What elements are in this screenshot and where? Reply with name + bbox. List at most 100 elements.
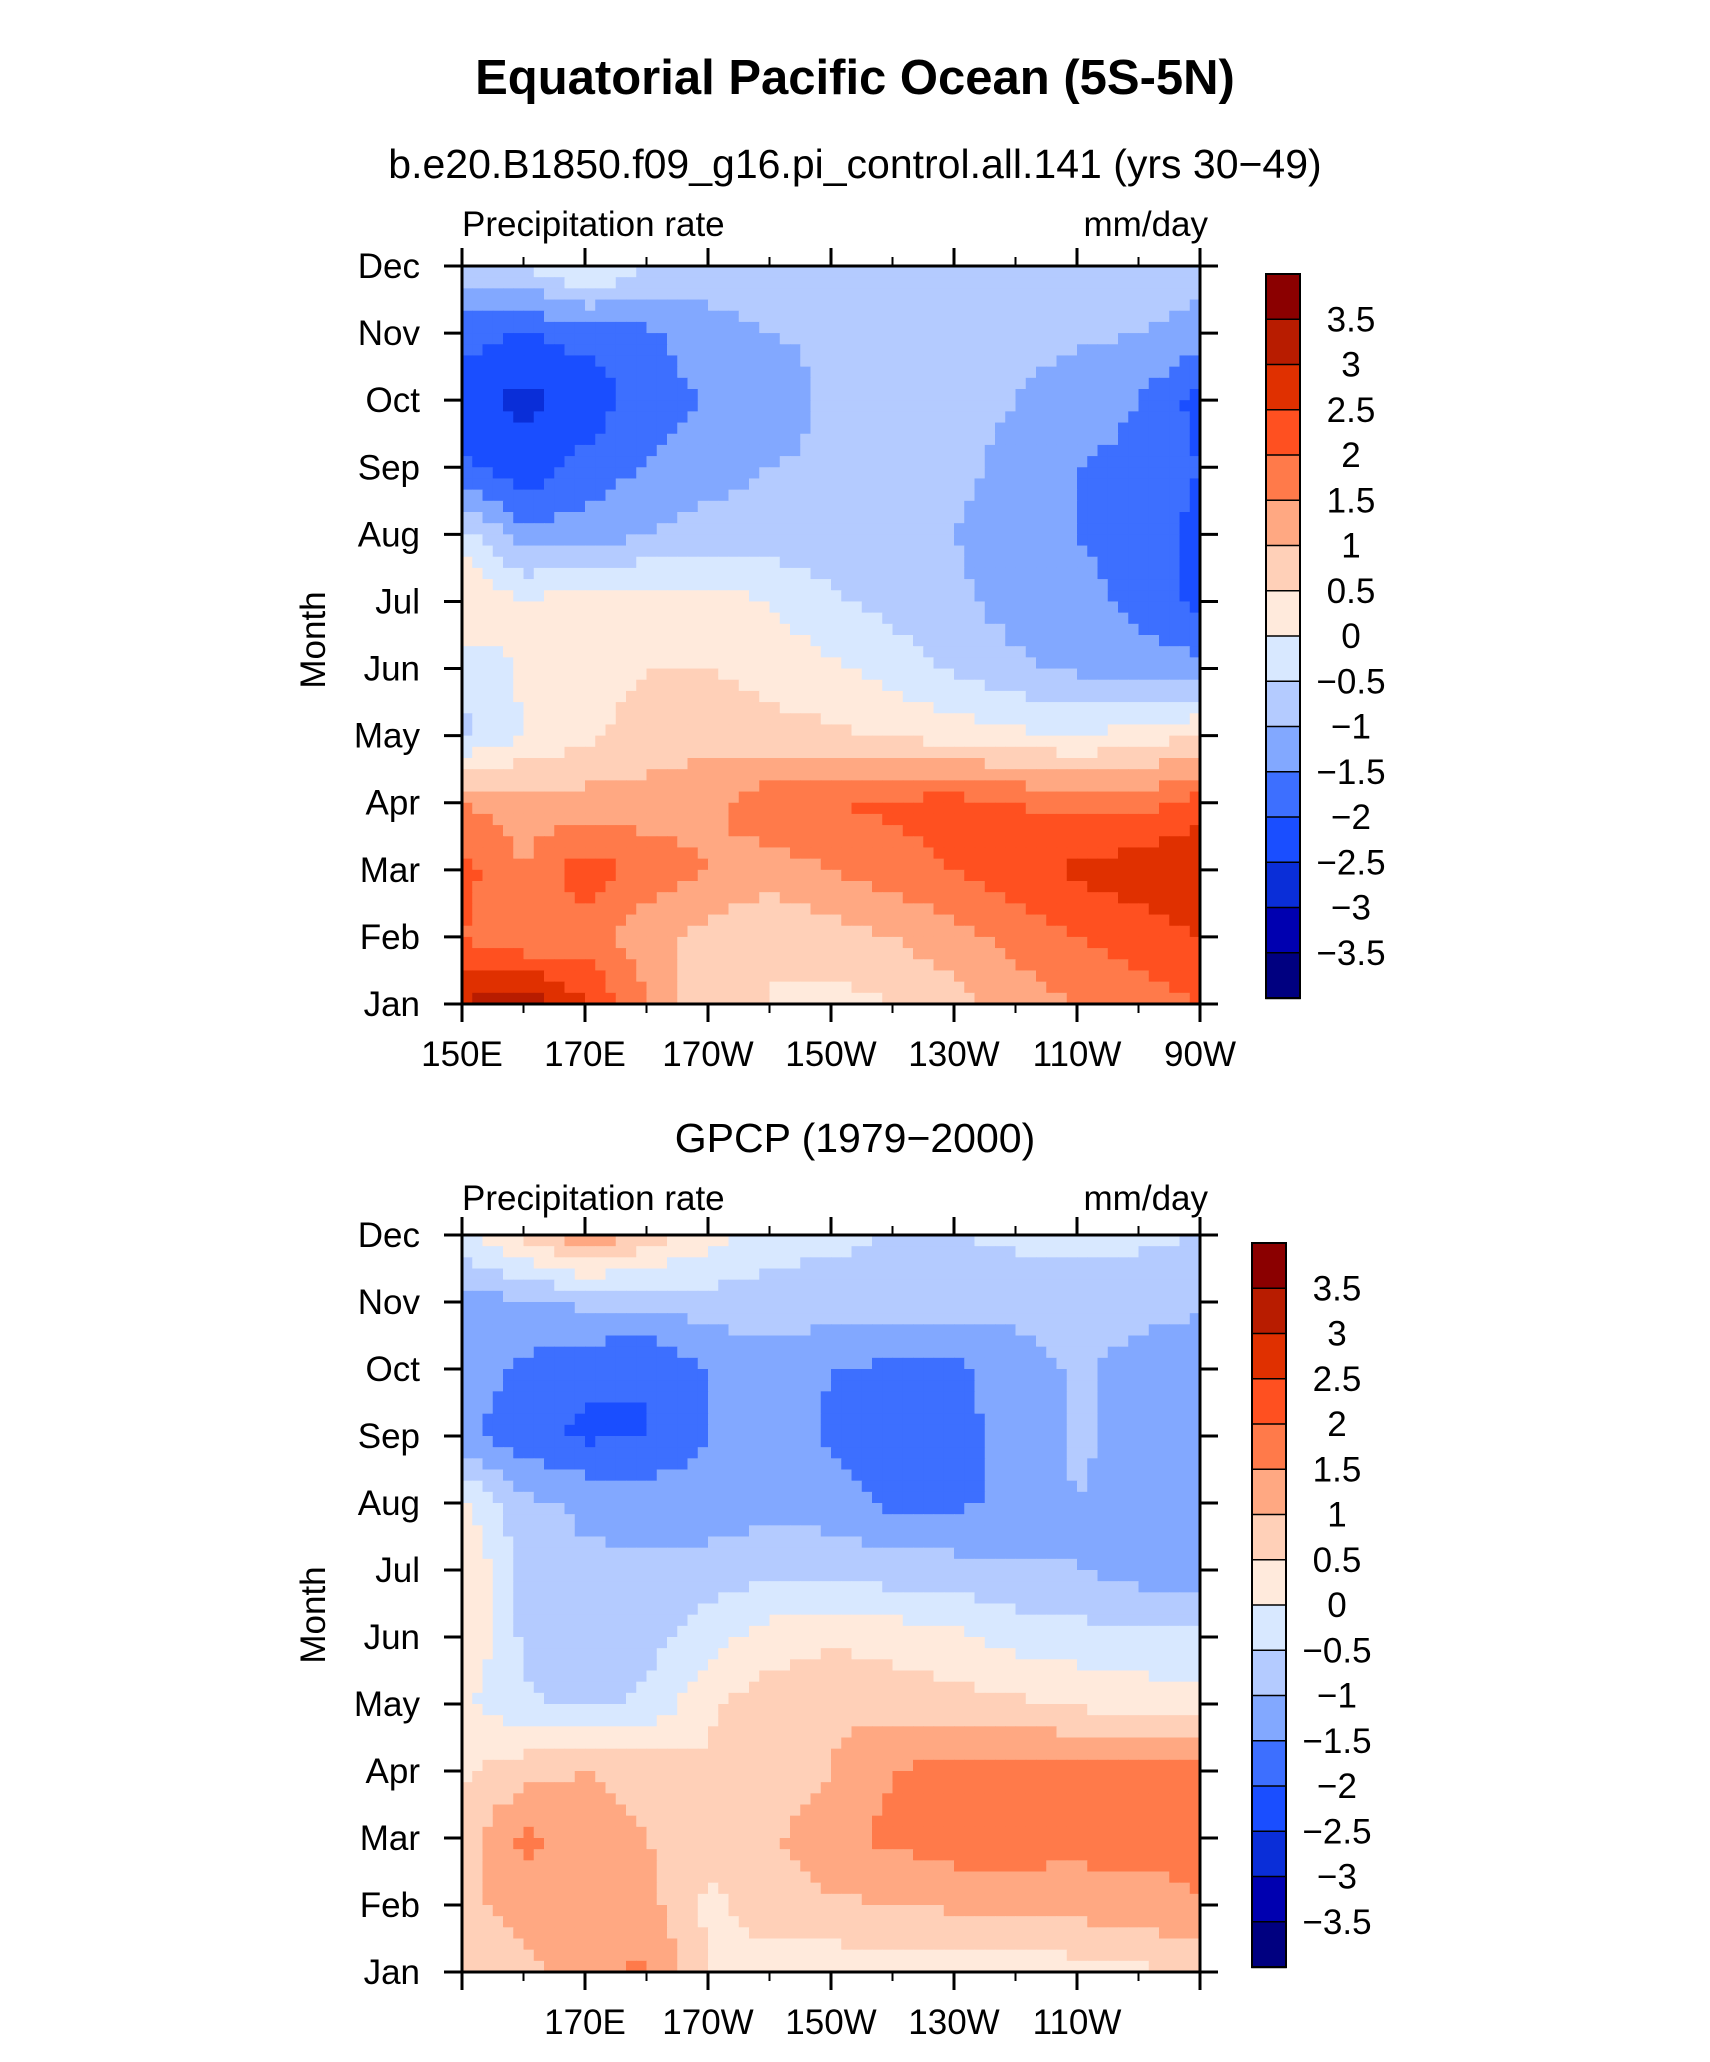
heatmap-cell — [636, 948, 648, 960]
heatmap-cell — [636, 724, 648, 737]
y-tick-label: Jul — [375, 582, 420, 621]
heatmap-cell — [523, 802, 535, 815]
heatmap-cell — [913, 724, 924, 737]
heatmap-cell — [790, 825, 801, 837]
heatmap-cell — [882, 333, 894, 345]
heatmap-cell — [851, 277, 863, 289]
heatmap-cell — [646, 925, 658, 938]
heatmap-cell — [462, 377, 473, 390]
heatmap-cell — [1087, 802, 1099, 815]
heatmap-cell — [1087, 277, 1099, 289]
heatmap-cell — [687, 489, 699, 502]
heatmap-cell — [964, 556, 976, 569]
heatmap-cell — [872, 825, 883, 837]
heatmap-cell — [646, 970, 658, 983]
heatmap-cell — [533, 377, 545, 390]
heatmap-cell — [1169, 813, 1181, 826]
heatmap-cell — [1097, 992, 1109, 1005]
heatmap-cell — [574, 612, 586, 625]
heatmap-cell — [1128, 679, 1140, 692]
heatmap-cell — [1138, 836, 1150, 849]
heatmap-cell — [718, 299, 730, 312]
heatmap-cell — [1015, 825, 1027, 837]
heatmap-cell — [984, 646, 996, 658]
heatmap-cell — [462, 523, 473, 535]
heatmap-cell — [810, 567, 822, 580]
heatmap-cell — [656, 903, 668, 916]
heatmap-cell — [861, 892, 873, 904]
heatmap-cell — [882, 1235, 894, 1247]
heatmap-cell — [728, 299, 740, 312]
heatmap-cell — [1118, 489, 1129, 502]
heatmap-cell — [1118, 646, 1129, 658]
heatmap-cell — [687, 668, 699, 681]
panel-model-left-label: Precipitation rate — [462, 205, 725, 244]
heatmap-cell — [667, 333, 678, 345]
heatmap-cell — [1169, 444, 1181, 457]
heatmap-cell — [492, 858, 504, 871]
heatmap-cell — [718, 981, 730, 994]
heatmap-cell — [636, 523, 648, 535]
heatmap-cell — [831, 847, 842, 860]
heatmap-cell — [1159, 992, 1170, 1005]
heatmap-cell — [687, 534, 699, 547]
heatmap-cell — [943, 914, 955, 927]
heatmap-cell — [800, 981, 812, 994]
heatmap-cell — [902, 478, 914, 491]
heatmap-cell — [728, 411, 740, 424]
heatmap-cell — [1097, 936, 1109, 949]
heatmap-cell — [1005, 746, 1017, 759]
heatmap-cell — [687, 836, 699, 849]
heatmap-cell — [708, 321, 719, 334]
heatmap-cell — [533, 567, 545, 580]
heatmap-cell — [1128, 321, 1140, 334]
heatmap-cell — [984, 400, 996, 412]
heatmap-cell — [1128, 1235, 1140, 1247]
heatmap-cell — [533, 556, 545, 569]
heatmap-cell — [964, 746, 976, 759]
heatmap-cell — [1159, 299, 1170, 312]
heatmap-cell — [554, 702, 566, 714]
heatmap-cell — [1036, 277, 1047, 289]
heatmap-cell — [974, 523, 986, 535]
heatmap-cell — [718, 467, 730, 480]
heatmap-cell — [749, 914, 760, 927]
heatmap-cell — [626, 836, 637, 849]
heatmap-cell — [841, 299, 853, 312]
heatmap-cell — [708, 400, 719, 412]
heatmap-cell — [677, 556, 689, 569]
heatmap-cell — [1107, 635, 1119, 647]
heatmap-cell — [749, 925, 760, 938]
heatmap-cell — [605, 959, 617, 972]
heatmap-cell — [913, 1246, 924, 1258]
heatmap-cell — [1118, 444, 1129, 457]
heatmap-cell — [820, 456, 832, 468]
heatmap-cell — [1077, 601, 1088, 614]
heatmap-cell — [933, 881, 945, 893]
heatmap-cell — [923, 970, 935, 983]
heatmap-cell — [882, 791, 894, 804]
heatmap-cell — [656, 981, 668, 994]
heatmap-cell — [800, 344, 812, 357]
heatmap-cell — [615, 825, 627, 837]
heatmap-cell — [902, 612, 914, 625]
heatmap-cell — [1036, 400, 1047, 412]
heatmap-cell — [1056, 1235, 1068, 1247]
heatmap-cell — [1189, 724, 1201, 737]
heatmap-cell — [995, 992, 1006, 1005]
heatmap-cell — [779, 299, 791, 312]
heatmap-cell — [667, 690, 678, 703]
heatmap-cell — [615, 478, 627, 491]
heatmap-cell — [1118, 344, 1129, 357]
heatmap-cell — [544, 500, 555, 513]
heatmap-cell — [984, 344, 996, 357]
heatmap-cell — [943, 936, 955, 949]
heatmap-cell — [1056, 858, 1068, 871]
heatmap-cell — [831, 601, 842, 614]
heatmap-cell — [615, 1235, 627, 1247]
heatmap-cell — [872, 377, 883, 390]
heatmap-cell — [810, 646, 822, 658]
heatmap-cell — [523, 456, 535, 468]
heatmap-cell — [513, 277, 525, 289]
heatmap-cell — [1097, 266, 1109, 278]
